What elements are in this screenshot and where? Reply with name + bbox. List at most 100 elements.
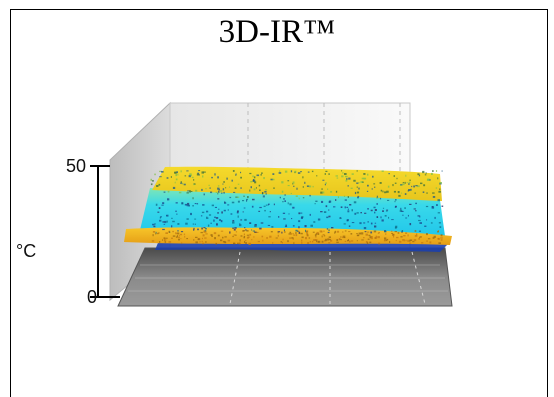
surface-speckle [328,200,332,203]
surface-speckle [251,239,253,241]
surface-speckle [321,200,324,203]
surface-speckle [223,181,225,183]
surface-speckle [253,236,255,238]
surface-speckle [291,218,293,220]
surface-speckle [201,211,205,214]
surface-speckle [397,191,400,194]
surface-speckle [433,235,436,238]
surface-speckle [405,232,408,234]
surface-speckle [370,209,373,212]
surface-speckle [179,233,183,236]
surface-speckle [217,212,219,214]
surface-speckle [418,230,421,232]
surface-speckle [413,239,417,242]
surface-speckle [183,183,186,186]
surface-speckle [262,239,264,242]
surface-speckle [192,205,194,207]
surface-speckle [224,236,227,238]
surface-speckle [246,198,248,201]
surface-speckle [235,174,237,176]
surface-speckle [158,183,161,186]
surface-speckle [351,173,354,175]
surface-speckle [284,231,286,233]
surface-speckle [301,242,303,244]
surface-speckle [346,206,349,208]
surface-speckle [353,201,357,204]
surface-speckle [429,241,432,244]
surface-speckle [242,200,245,202]
surface-speckle [184,235,186,238]
surface-speckle [292,206,295,209]
surface-speckle [410,188,412,191]
surface-speckle [277,231,281,233]
surface-speckle [389,241,391,243]
surface-speckle [409,239,413,241]
surface-speckle [360,212,362,214]
surface-speckle [417,215,420,217]
surface-speckle [265,204,268,206]
surface-speckle [178,191,182,194]
surface-speckle [304,181,306,184]
surface-speckle [392,234,394,236]
surface-speckle [206,217,209,219]
surface-speckle [242,211,244,213]
surface-speckle [214,237,216,240]
surface-speckle [408,183,410,185]
surface-speckle [418,219,421,222]
surface-speckle [159,216,161,219]
surface-speckle [306,232,309,235]
surface-speckle [208,184,210,186]
surface-speckle [240,219,243,221]
surface-speckle [217,187,220,190]
surface-speckle [367,184,369,187]
surface-speckle [380,189,383,192]
surface-speckle [315,200,318,202]
surface-speckle [176,233,178,235]
surface-speckle [215,217,219,219]
surface-speckle [284,226,288,228]
surface-speckle [180,231,184,233]
surface-speckle [174,181,176,184]
surface-speckle [279,196,281,199]
unit-label: °C [16,241,36,261]
tick-label-0: 0 [87,287,97,307]
surface-speckle [298,220,301,223]
surface-speckle [374,209,377,211]
surface-speckle [243,207,246,209]
surface-speckle [166,177,169,179]
surface-speckle [166,220,168,223]
surface-speckle [166,214,169,217]
surface-speckle [301,216,304,218]
surface-speckle [253,176,256,179]
surface-speckle [210,234,213,236]
surface-speckle [335,175,338,177]
surface-speckles [150,170,444,245]
surface-speckle [391,219,394,221]
surface-speckle [234,227,237,229]
surface-speckle [338,238,340,241]
surface-speckle [356,186,358,188]
surface-speckle [373,206,376,209]
surface-speckle [190,174,192,177]
surface-speckle [180,182,183,184]
surface-speckle [308,237,311,239]
surface-speckle [336,241,339,243]
surface-speckle [324,183,326,186]
surface-speckle [327,188,329,190]
surface-speckle [372,175,374,178]
surface-speckle [188,175,191,178]
surface-speckle [328,242,331,244]
surface-speckle [220,239,223,242]
surface-speckle [292,225,295,227]
surface-speckle [385,210,388,212]
surface-speckle [152,180,154,182]
surface-speckle [323,235,326,237]
surface-speckle [350,187,353,189]
surface-speckle [253,188,256,191]
surface-speckle [221,211,223,214]
surface-speckle [440,239,443,241]
surface-speckle [356,240,358,242]
surface-speckle [252,179,256,182]
surface-speckle [198,170,201,172]
